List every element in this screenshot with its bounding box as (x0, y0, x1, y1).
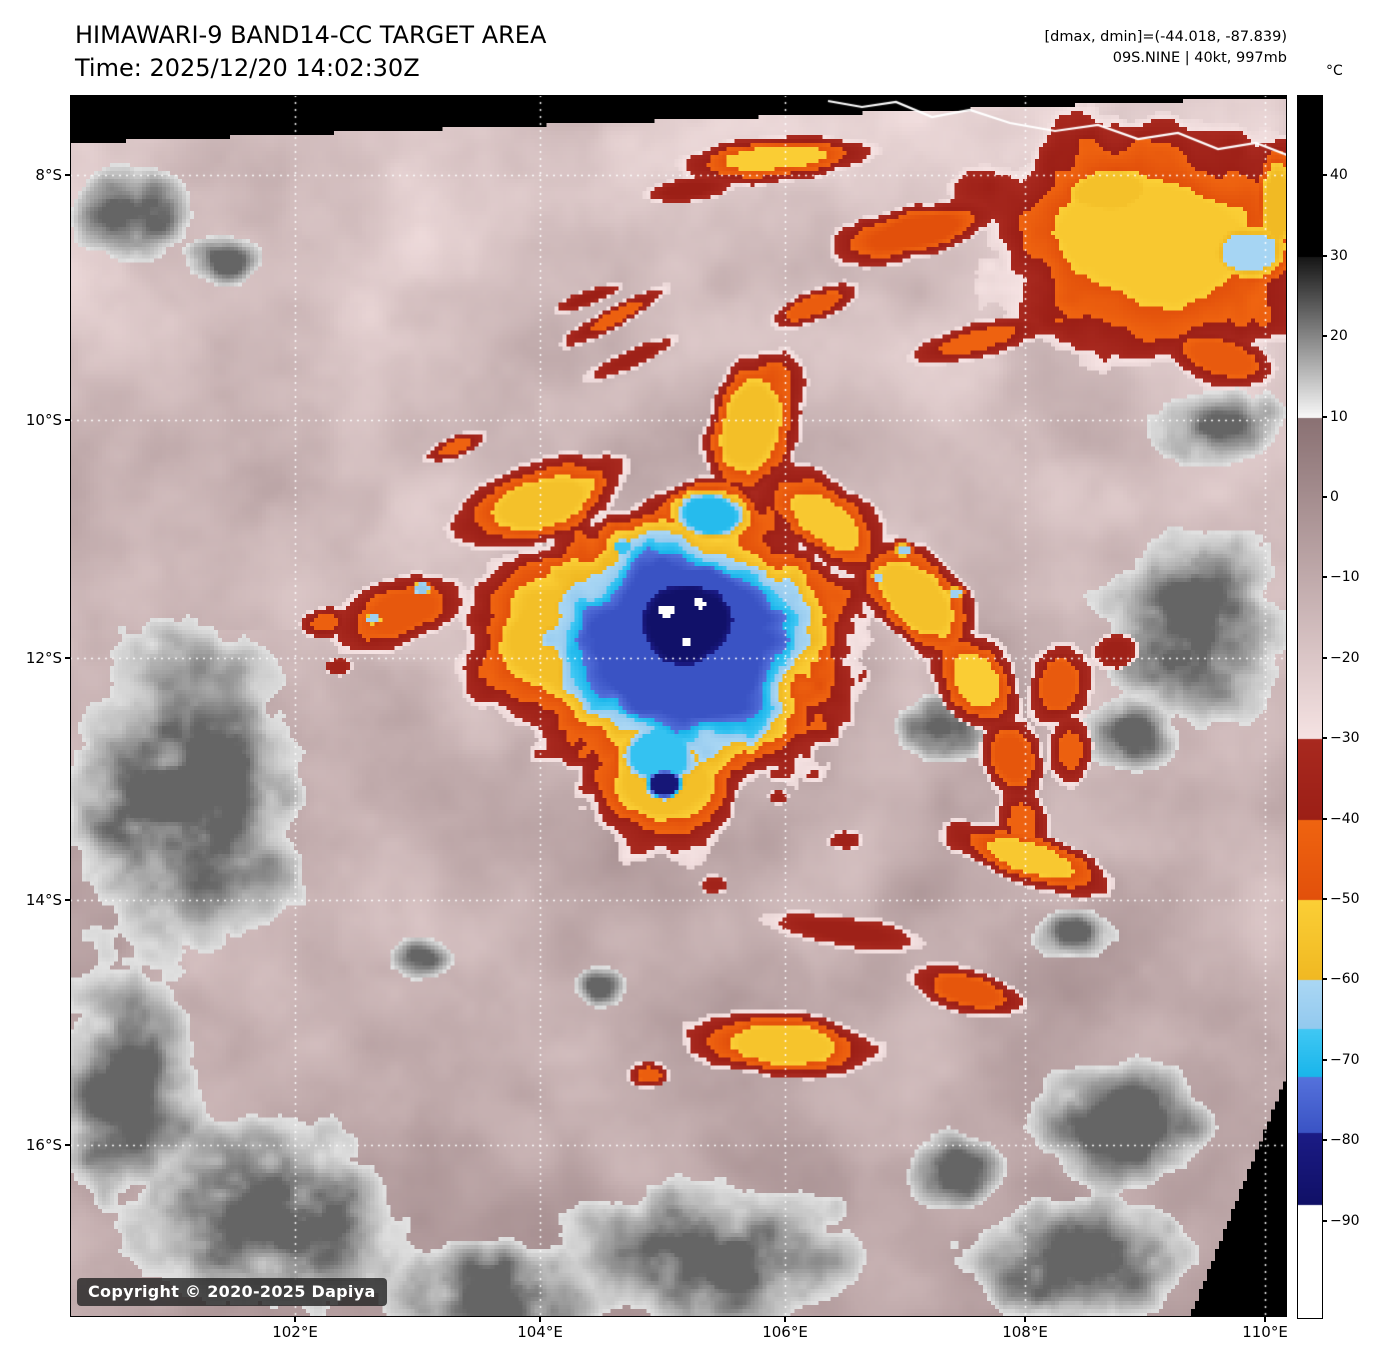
colorbar-tick-label: −60 (1330, 971, 1360, 988)
dmax-dmin-label: [dmax, dmin]=(-44.018, -87.839) (1044, 29, 1288, 45)
colorbar-tick-label: 40 (1330, 167, 1348, 184)
colorbar (1297, 95, 1323, 1319)
colorbar-tick-label: −70 (1330, 1051, 1360, 1068)
colorbar-tick-label: −10 (1330, 569, 1360, 586)
colorbar-unit-label: °C (1326, 63, 1343, 79)
colorbar-tick-label: −50 (1330, 890, 1360, 907)
colorbar-tickmark (1323, 495, 1327, 498)
y-axis-tickmark (65, 419, 70, 421)
lon-tick-label: 104°E (517, 1323, 563, 1341)
lon-tick-label: 102°E (272, 1323, 318, 1341)
x-axis-tickmark (1024, 1317, 1026, 1322)
colorbar-tick-label: −40 (1330, 810, 1360, 827)
map-plot: Copyright © 2020-2025 Dapiya (70, 95, 1287, 1317)
colorbar-tickmark (1323, 1139, 1327, 1142)
lon-tick-label: 110°E (1242, 1323, 1288, 1341)
colorbar-canvas (1298, 96, 1322, 1318)
page-title: HIMAWARI-9 BAND14-CC TARGET AREA (75, 21, 547, 49)
y-axis-tickmark (65, 1144, 70, 1146)
lon-tick-label: 106°E (762, 1323, 808, 1341)
x-axis-tickmark (294, 1317, 296, 1322)
colorbar-tick-label: −30 (1330, 730, 1360, 747)
colorbar-tick-label: −80 (1330, 1132, 1360, 1149)
colorbar-tickmark (1323, 174, 1327, 177)
colorbar-tickmark (1323, 978, 1327, 981)
colorbar-tickmark (1323, 656, 1327, 659)
lon-tick-label: 108°E (1002, 1323, 1048, 1341)
grid-overlay-canvas (70, 95, 1287, 1317)
colorbar-tick-label: 30 (1330, 247, 1348, 264)
colorbar-tickmark (1323, 1058, 1327, 1061)
colorbar-tickmark (1323, 576, 1327, 579)
y-axis-tickmark (65, 657, 70, 659)
lat-tick-label: 12°S (25, 649, 62, 667)
x-axis-tickmark (784, 1317, 786, 1322)
colorbar-tickmark (1323, 415, 1327, 418)
lat-tick-label: 16°S (25, 1136, 62, 1154)
colorbar-tick-label: 10 (1330, 408, 1348, 425)
header-right: [dmax, dmin]=(-44.018, -87.839) 09S.NINE… (1045, 27, 1288, 69)
lat-tick-label: 14°S (25, 891, 62, 909)
colorbar-tick-label: 20 (1330, 328, 1348, 345)
lat-tick-label: 8°S (35, 166, 62, 184)
colorbar-tickmark (1323, 1219, 1327, 1222)
time-label: Time: 2025/12/20 14:02:30Z (75, 54, 420, 82)
colorbar-tickmark (1323, 897, 1327, 900)
colorbar-tick-label: 0 (1330, 488, 1339, 505)
storm-info-label: 09S.NINE | 40kt, 997mb (1112, 50, 1287, 66)
copyright-badge: Copyright © 2020-2025 Dapiya (77, 1278, 387, 1306)
colorbar-tick-label: −90 (1330, 1212, 1360, 1229)
y-axis-tickmark (65, 899, 70, 901)
colorbar-tick-label: −20 (1330, 649, 1360, 666)
colorbar-tickmark (1323, 817, 1327, 820)
x-axis-tickmark (1264, 1317, 1266, 1322)
lat-tick-label: 10°S (25, 411, 62, 429)
colorbar-tickmark (1323, 335, 1327, 338)
y-axis-tickmark (65, 174, 70, 176)
x-axis-tickmark (539, 1317, 541, 1322)
colorbar-tickmark (1323, 254, 1327, 257)
colorbar-tickmark (1323, 737, 1327, 740)
